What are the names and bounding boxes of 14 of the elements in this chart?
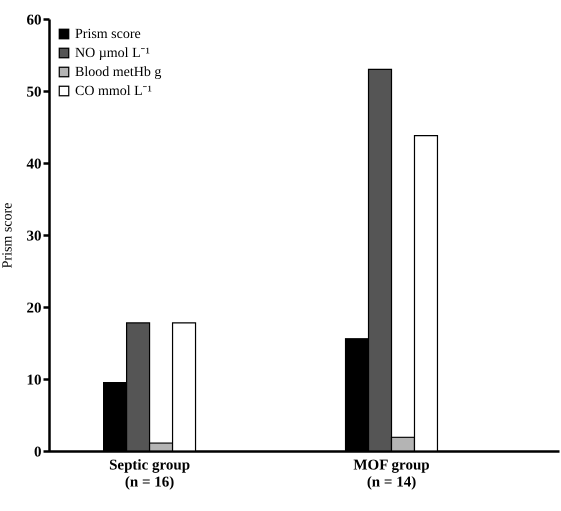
legend-label: Blood metHb g xyxy=(75,65,162,80)
legend-label: CO mmol L⁻¹ xyxy=(75,84,152,99)
y-tick-label: 40 xyxy=(26,156,42,172)
legend-label: Prism score xyxy=(75,27,141,42)
y-tick-label: 50 xyxy=(26,84,42,100)
x-tick-label: Septic group (n = 16) xyxy=(109,458,190,490)
y-tick-label: 0 xyxy=(34,444,42,460)
y-tick-label: 20 xyxy=(26,300,42,316)
y-tick-label: 30 xyxy=(26,228,42,244)
y-tick-label: 60 xyxy=(26,12,42,28)
y-axis-title: Prism score xyxy=(0,202,16,268)
y-tick-label: 10 xyxy=(26,372,42,388)
legend-label: NO µmol L⁻¹ xyxy=(75,46,150,61)
x-tick-label: MOF group (n = 14) xyxy=(353,458,430,490)
